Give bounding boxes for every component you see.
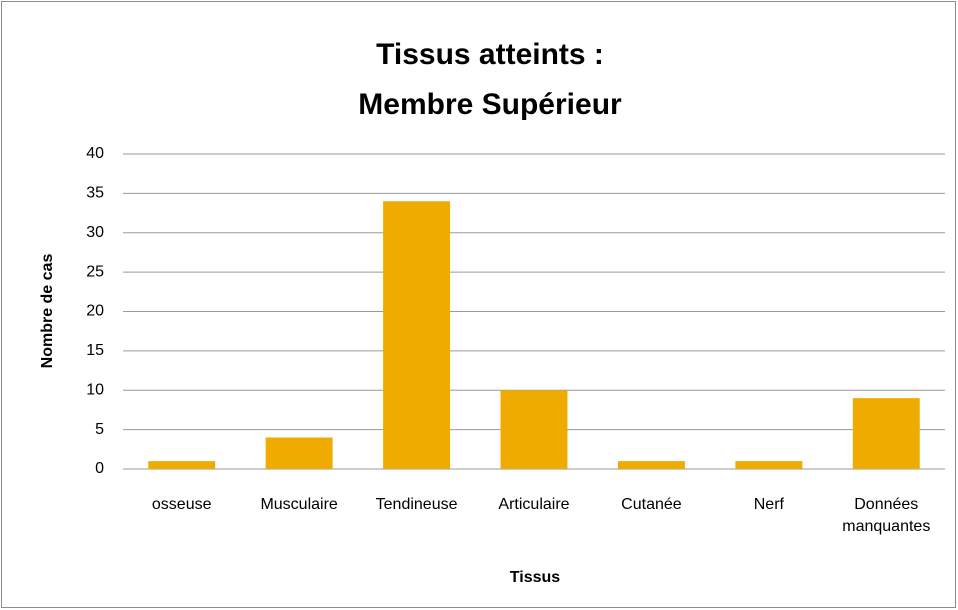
y-tick-label: 0 — [95, 460, 104, 477]
y-tick-label: 10 — [86, 381, 104, 398]
x-axis-label: Tissus — [510, 569, 561, 586]
y-tick-label: 30 — [86, 224, 104, 241]
x-tick-label: Nerf — [754, 496, 785, 513]
chart-title: Tissus atteints : — [376, 38, 604, 71]
y-tick-label: 35 — [86, 185, 104, 202]
bar — [383, 201, 451, 469]
x-tick-label: Tendineuse — [376, 496, 458, 513]
chart-title: Membre Supérieur — [358, 88, 622, 121]
bar — [265, 437, 333, 469]
x-tick-label: Musculaire — [260, 496, 337, 513]
y-tick-label: 25 — [86, 263, 104, 280]
x-tick-label: Cutanée — [621, 496, 682, 513]
x-tick-label: Articulaire — [498, 496, 569, 513]
y-tick-label: 20 — [86, 303, 104, 320]
bar — [617, 461, 685, 469]
bar — [148, 461, 216, 469]
x-tick-label: osseuse — [152, 496, 212, 513]
y-axis-label: Nombre de cas — [39, 254, 56, 369]
bar — [852, 398, 920, 469]
bar — [500, 390, 568, 469]
y-tick-label: 40 — [86, 145, 104, 162]
y-tick-label: 15 — [86, 342, 104, 359]
x-tick-label: Données manquantes — [842, 496, 930, 535]
bar — [735, 461, 803, 469]
y-tick-label: 5 — [95, 421, 104, 438]
